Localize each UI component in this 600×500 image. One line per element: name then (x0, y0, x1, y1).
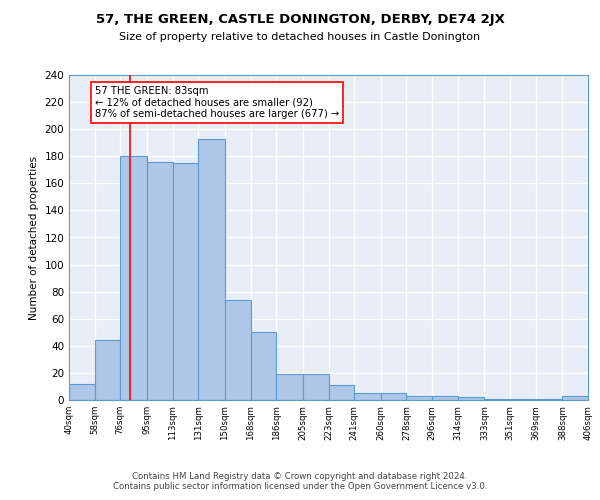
Bar (147, 162, 173, 400)
Bar (303, 374, 329, 400)
Y-axis label: Number of detached properties: Number of detached properties (29, 156, 39, 320)
Bar (225, 300, 251, 400)
Bar (432, 396, 458, 400)
Bar (251, 332, 276, 400)
Bar (510, 398, 536, 400)
Bar (354, 393, 381, 400)
Bar (536, 398, 562, 400)
Bar (95, 340, 120, 400)
Bar (406, 396, 432, 400)
Bar (198, 138, 225, 400)
Bar (562, 396, 588, 400)
Text: Contains HM Land Registry data © Crown copyright and database right 2024.
Contai: Contains HM Land Registry data © Crown c… (113, 472, 487, 491)
Bar (484, 398, 510, 400)
Bar (120, 156, 147, 400)
Text: Size of property relative to detached houses in Castle Donington: Size of property relative to detached ho… (119, 32, 481, 42)
Bar (69, 384, 95, 400)
Bar (173, 163, 198, 400)
Text: 57 THE GREEN: 83sqm
← 12% of detached houses are smaller (92)
87% of semi-detach: 57 THE GREEN: 83sqm ← 12% of detached ho… (95, 86, 339, 119)
Text: 57, THE GREEN, CASTLE DONINGTON, DERBY, DE74 2JX: 57, THE GREEN, CASTLE DONINGTON, DERBY, … (95, 12, 505, 26)
Bar (329, 385, 354, 400)
Bar (276, 374, 303, 400)
Bar (381, 393, 406, 400)
Bar (458, 398, 484, 400)
